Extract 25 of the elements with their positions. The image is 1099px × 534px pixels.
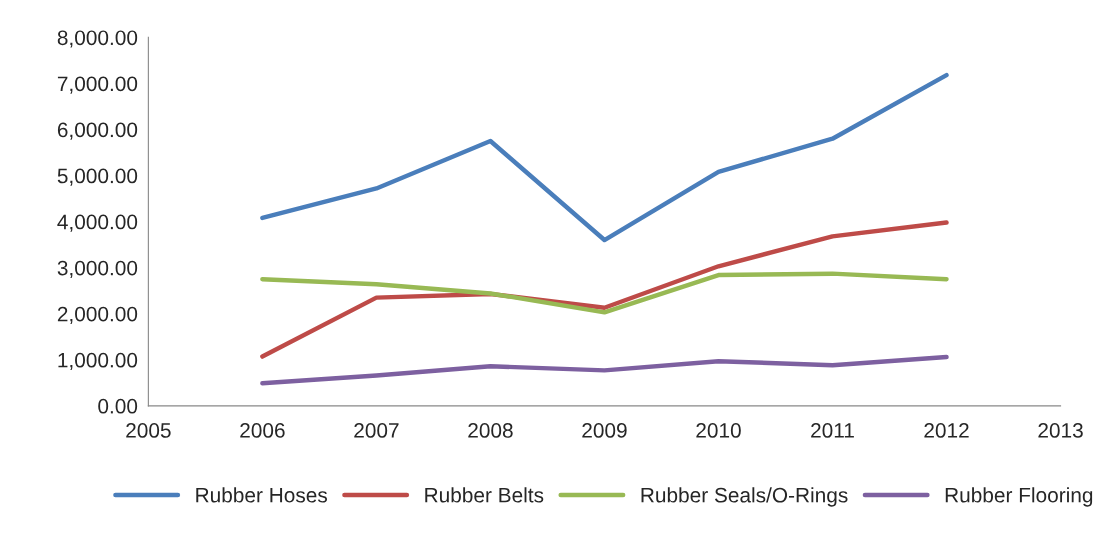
y-tick-label: 6,000.00 [57, 122, 138, 140]
legend-label: Rubber Seals/O-Rings [641, 487, 848, 507]
y-tick-label: 0.00 [98, 398, 138, 414]
line-series [260, 271, 949, 315]
y-tick-label: 1,000.00 [58, 352, 138, 370]
y-tick-label: 3,000.00 [57, 260, 138, 278]
y-tick-label: 2,000.00 [57, 306, 138, 324]
x-tick-label: 2006 [240, 423, 285, 438]
y-tick-label: 7,000.00 [57, 76, 138, 94]
legend-label: Rubber Hoses [196, 487, 328, 503]
x-tick-label: 2009 [582, 423, 627, 438]
legend-label: Rubber Flooring [945, 487, 1093, 507]
x-tick-label: 2007 [354, 423, 399, 438]
y-tick-label: 8,000.00 [57, 30, 138, 48]
x-tick-label: 2012 [924, 423, 969, 438]
line-series [260, 72, 949, 243]
line-series [260, 354, 949, 386]
y-tick-label: 4,000.00 [57, 214, 138, 232]
x-tick-label: 2010 [696, 423, 741, 438]
x-tick-label: 2005 [126, 423, 171, 438]
x-tick-label: 2013 [1038, 423, 1083, 438]
y-tick-label: 5,000.00 [57, 168, 138, 186]
legend-label: Rubber Belts [425, 487, 544, 503]
x-tick-label: 2008 [468, 423, 513, 438]
x-tick-label: 2011 [811, 423, 854, 438]
